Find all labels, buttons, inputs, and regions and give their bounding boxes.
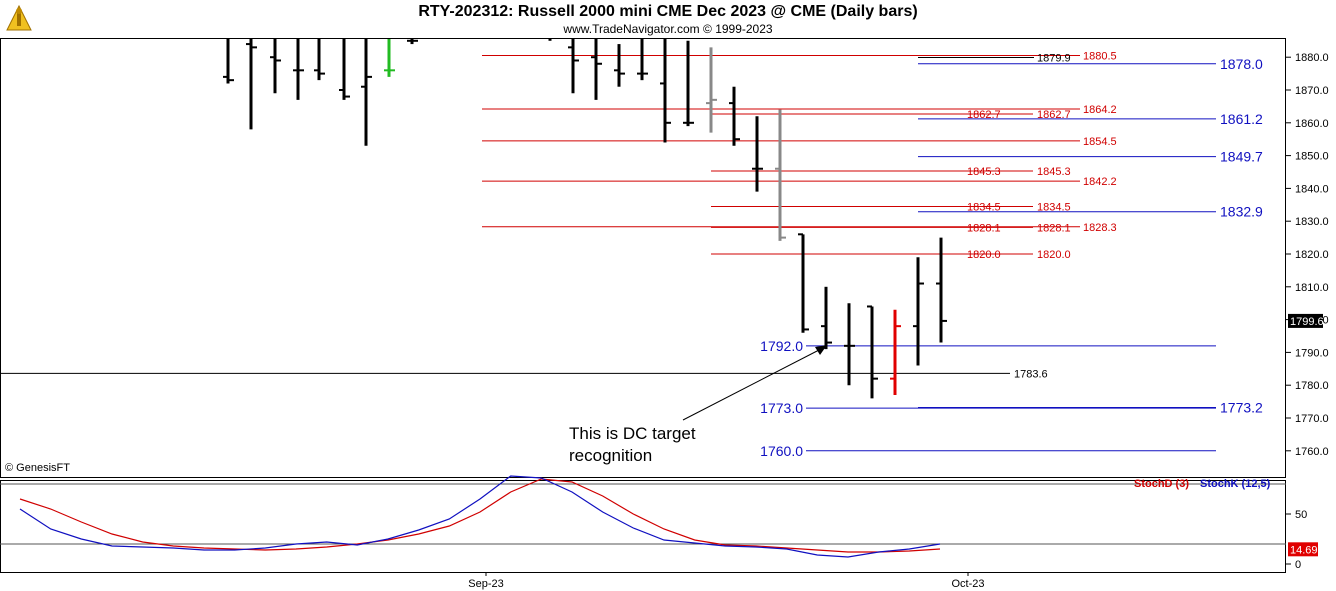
price-tick-label: 1880.0 xyxy=(1295,52,1329,64)
annotation-text: This is DC target recognition xyxy=(569,424,696,465)
price-tick-label: 1770.0 xyxy=(1295,413,1329,425)
annotation-arrowhead xyxy=(815,345,827,355)
level-label: 1845.3 xyxy=(1037,166,1071,178)
level-label: 1783.6 xyxy=(1014,368,1048,380)
price-tick-label: 1790.0 xyxy=(1295,347,1329,359)
price-tick-label: 1820.0 xyxy=(1295,249,1329,261)
legend-stochk: StochK (12,5) xyxy=(1200,478,1271,490)
x-tick-label: Sep-23 xyxy=(468,578,503,590)
level-label: 1854.5 xyxy=(1083,136,1117,148)
level-label: 1828.1 xyxy=(967,222,1001,234)
level-label: 1820.0 xyxy=(967,249,1001,261)
price-tick-label: 1860.0 xyxy=(1295,118,1329,130)
ohlc-bars xyxy=(223,39,947,399)
level-label: 1834.5 xyxy=(967,201,1001,213)
x-tick-label: Oct-23 xyxy=(951,578,984,590)
price-tick-label: 1830.0 xyxy=(1295,216,1329,228)
stoch-tick-label: 50 xyxy=(1295,509,1307,521)
level-label: 1862.7 xyxy=(1037,109,1071,121)
legend-stochd: StochD (3) xyxy=(1134,478,1189,490)
price-tick-label: 1840.0 xyxy=(1295,183,1329,195)
level-label: 1861.2 xyxy=(1220,111,1263,127)
level-label: 1864.2 xyxy=(1083,104,1117,116)
level-label: 1842.2 xyxy=(1083,176,1117,188)
trade-navigator-logo xyxy=(4,4,34,34)
current-price-value: 1799.6 xyxy=(1290,316,1324,328)
level-label: 1880.5 xyxy=(1083,51,1117,63)
level-label: 1820.0 xyxy=(1037,249,1071,261)
level-label: 1862.7 xyxy=(967,109,1001,121)
stoch-value: 14.69 xyxy=(1290,544,1318,556)
chart-subtitle: www.TradeNavigator.com © 1999-2023 xyxy=(563,22,773,36)
price-tick-label: 1780.0 xyxy=(1295,380,1329,392)
level-label: 1849.7 xyxy=(1220,149,1263,165)
stoch-series-line xyxy=(19,478,941,553)
annotation-arrow-line xyxy=(682,349,820,421)
level-label: 1845.3 xyxy=(967,166,1001,178)
chart-title: RTY-202312: Russell 2000 mini CME Dec 20… xyxy=(418,3,918,20)
price-tick-label: 1850.0 xyxy=(1295,151,1329,163)
level-label: 1773.0 xyxy=(760,400,803,416)
genesis-credit: © GenesisFT xyxy=(5,462,70,474)
price-tick-label: 1810.0 xyxy=(1295,282,1329,294)
level-label: 1878.0 xyxy=(1220,56,1263,72)
level-label: 1832.9 xyxy=(1220,204,1263,220)
current-price-tag xyxy=(1288,313,1323,328)
stoch-value-tag xyxy=(1288,542,1318,557)
stochastic-panel-border xyxy=(0,480,1286,573)
level-label: 1760.0 xyxy=(760,443,803,459)
price-tick-label: 1760.0 xyxy=(1295,446,1329,458)
price-tick-label: 1870.0 xyxy=(1295,85,1329,97)
level-label: 1879.9 xyxy=(1037,53,1071,65)
level-label: 1773.2 xyxy=(1220,400,1263,416)
level-label: 1834.5 xyxy=(1037,201,1071,213)
stoch-series-line xyxy=(19,475,941,558)
level-label: 1792.0 xyxy=(760,338,803,354)
price-panel-border xyxy=(0,38,1286,478)
level-label: 1828.1 xyxy=(1037,222,1071,234)
stoch-tick-label: 0 xyxy=(1295,559,1301,571)
level-label: 1828.3 xyxy=(1083,222,1117,234)
